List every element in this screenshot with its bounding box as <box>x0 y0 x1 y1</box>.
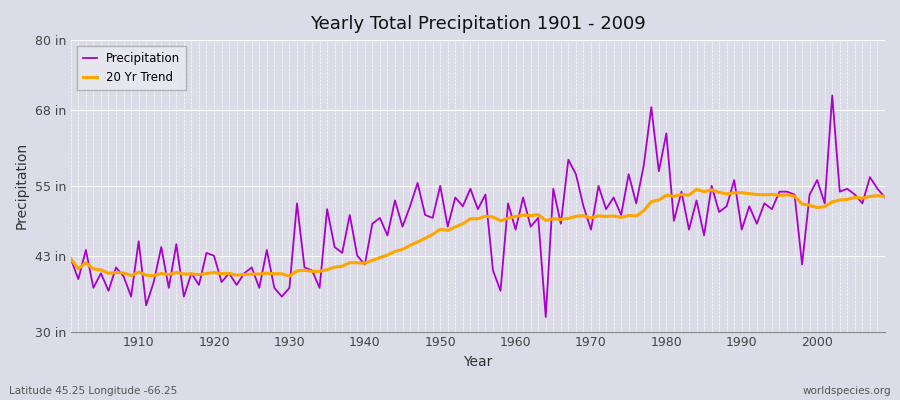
Title: Yearly Total Precipitation 1901 - 2009: Yearly Total Precipitation 1901 - 2009 <box>310 15 646 33</box>
Precipitation <box>126 294 137 299</box>
20 Yr Trend <box>284 274 295 278</box>
Precipitation <box>292 201 302 206</box>
20 Yr Trend <box>608 214 619 218</box>
20 Yr Trend <box>345 260 356 265</box>
X-axis label: Year: Year <box>464 355 492 369</box>
20 Yr Trend <box>510 214 521 219</box>
20 Yr Trend <box>518 213 528 218</box>
20 Yr Trend <box>299 268 310 273</box>
Line: 20 Yr Trend: 20 Yr Trend <box>71 189 885 276</box>
Precipitation <box>66 256 77 261</box>
Legend: Precipitation, 20 Yr Trend: Precipitation, 20 Yr Trend <box>76 46 186 90</box>
Precipitation <box>337 250 347 255</box>
20 Yr Trend <box>879 194 890 199</box>
Text: worldspecies.org: worldspecies.org <box>803 386 891 396</box>
Precipitation <box>879 195 890 200</box>
Y-axis label: Precipitation: Precipitation <box>15 142 29 230</box>
20 Yr Trend <box>66 256 77 261</box>
Precipitation <box>510 227 521 232</box>
Precipitation <box>540 315 551 320</box>
Precipitation <box>827 93 838 98</box>
Text: Latitude 45.25 Longitude -66.25: Latitude 45.25 Longitude -66.25 <box>9 386 177 396</box>
20 Yr Trend <box>691 187 702 192</box>
Precipitation <box>503 201 514 206</box>
Line: Precipitation: Precipitation <box>71 96 885 317</box>
Precipitation <box>608 195 619 200</box>
20 Yr Trend <box>126 273 137 278</box>
